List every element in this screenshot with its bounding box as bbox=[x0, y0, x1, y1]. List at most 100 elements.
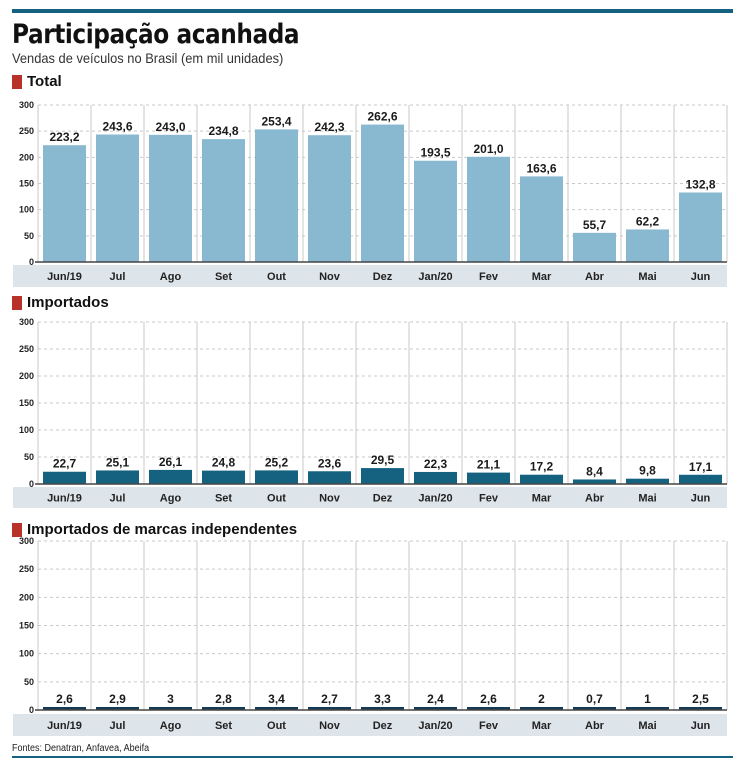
category-label: Mar bbox=[532, 720, 552, 732]
data-label: 2,6 bbox=[480, 692, 497, 706]
category-label: Ago bbox=[160, 720, 182, 732]
category-label: Abr bbox=[585, 720, 605, 732]
data-label: 2,8 bbox=[215, 692, 232, 706]
data-label: 242,3 bbox=[314, 120, 344, 134]
bar bbox=[202, 139, 245, 262]
bar bbox=[149, 134, 192, 262]
category-label: Abr bbox=[585, 493, 605, 505]
data-label: 0,7 bbox=[586, 692, 603, 706]
data-label: 132,8 bbox=[685, 178, 715, 192]
data-label: 17,2 bbox=[530, 460, 554, 474]
data-label: 25,2 bbox=[265, 455, 289, 469]
y-tick-label: 200 bbox=[19, 371, 34, 381]
data-label: 8,4 bbox=[586, 464, 603, 478]
y-tick-label: 100 bbox=[19, 205, 34, 215]
bar bbox=[467, 707, 510, 710]
section-marker-icon bbox=[12, 295, 22, 310]
bar bbox=[467, 156, 510, 262]
bar bbox=[43, 145, 86, 262]
category-label: Jun bbox=[691, 493, 711, 505]
y-tick-label: 150 bbox=[19, 398, 34, 408]
data-label: 24,8 bbox=[212, 456, 236, 470]
section-title-text: Total bbox=[27, 73, 62, 90]
data-label: 21,1 bbox=[477, 458, 501, 472]
bar bbox=[626, 478, 669, 484]
page-subtitle: Vendas de veículos no Brasil (em mil uni… bbox=[12, 50, 284, 66]
bar bbox=[149, 469, 192, 484]
section-title-text: Importados bbox=[27, 294, 109, 311]
category-label: Fev bbox=[479, 271, 499, 283]
category-label: Mar bbox=[532, 271, 552, 283]
bar bbox=[361, 124, 404, 262]
y-tick-label: 0 bbox=[29, 257, 34, 267]
category-label: Fev bbox=[479, 720, 499, 732]
category-label: Ago bbox=[160, 271, 182, 283]
category-label: Dez bbox=[373, 720, 393, 732]
data-label: 22,7 bbox=[53, 457, 77, 471]
y-tick-label: 100 bbox=[19, 425, 34, 435]
y-tick-label: 200 bbox=[19, 592, 34, 602]
category-label: Set bbox=[215, 271, 232, 283]
bar bbox=[202, 470, 245, 484]
category-label: Dez bbox=[373, 493, 393, 505]
category-label: Jun/19 bbox=[47, 720, 82, 732]
category-label: Out bbox=[267, 493, 286, 505]
category-band bbox=[13, 487, 727, 508]
data-label: 9,8 bbox=[639, 464, 656, 478]
category-label: Mai bbox=[638, 720, 656, 732]
data-label: 201,0 bbox=[473, 142, 503, 156]
data-label: 62,2 bbox=[636, 214, 660, 228]
data-label: 243,6 bbox=[102, 120, 132, 134]
bar bbox=[43, 471, 86, 484]
data-label: 29,5 bbox=[371, 453, 395, 467]
y-tick-label: 0 bbox=[29, 479, 34, 489]
category-label: Out bbox=[267, 720, 286, 732]
section-title-text: Importados de marcas independentes bbox=[27, 521, 298, 538]
y-tick-label: 250 bbox=[19, 344, 34, 354]
chart-importados: 300 250 200 150 100 50 0 22,7 Jun/19 25,1 Jul 26,1 A… bbox=[13, 317, 728, 508]
bar bbox=[626, 707, 669, 710]
bar bbox=[679, 474, 722, 484]
data-label: 26,1 bbox=[159, 455, 183, 469]
category-band bbox=[13, 265, 727, 287]
bar bbox=[361, 707, 404, 710]
category-band bbox=[13, 714, 727, 736]
category-label: Ago bbox=[160, 493, 182, 505]
bar bbox=[308, 707, 351, 710]
data-label: 2,5 bbox=[692, 692, 709, 706]
data-label: 223,2 bbox=[49, 130, 79, 144]
page-title: Participação acanhada bbox=[12, 19, 300, 50]
y-tick-label: 250 bbox=[19, 564, 34, 574]
data-label: 243,0 bbox=[155, 120, 185, 134]
y-tick-label: 50 bbox=[24, 677, 34, 687]
bar bbox=[414, 471, 457, 484]
category-label: Mai bbox=[638, 493, 656, 505]
bar bbox=[202, 707, 245, 710]
data-label: 193,5 bbox=[420, 146, 450, 160]
y-tick-label: 300 bbox=[19, 317, 34, 327]
category-label: Mar bbox=[532, 493, 552, 505]
chart-independentes: 300 250 200 150 100 50 0 2,6 Jun/19 2,9 Jul 3 Ago 2,8… bbox=[13, 536, 728, 736]
category-label: Jan/20 bbox=[418, 271, 452, 283]
y-tick-label: 100 bbox=[19, 649, 34, 659]
category-label: Jan/20 bbox=[418, 493, 452, 505]
data-label: 234,8 bbox=[208, 124, 238, 138]
bar bbox=[414, 160, 457, 262]
category-label: Jul bbox=[110, 720, 126, 732]
y-tick-label: 200 bbox=[19, 152, 34, 162]
data-label: 3,4 bbox=[268, 692, 285, 706]
category-label: Jul bbox=[110, 271, 126, 283]
data-label: 2,9 bbox=[109, 692, 126, 706]
section-title-total: Total bbox=[12, 73, 62, 90]
category-label: Abr bbox=[585, 271, 605, 283]
category-label: Jun/19 bbox=[47, 493, 82, 505]
bar bbox=[679, 192, 722, 262]
y-tick-label: 300 bbox=[19, 536, 34, 546]
data-label: 2,4 bbox=[427, 692, 444, 706]
section-title-independentes: Importados de marcas independentes bbox=[12, 521, 297, 538]
category-label: Set bbox=[215, 493, 232, 505]
data-label: 22,3 bbox=[424, 457, 448, 471]
bar bbox=[96, 134, 139, 262]
bar bbox=[573, 232, 616, 262]
sources-footer: Fontes: Denatran, Anfavea, Abeifa bbox=[12, 743, 150, 754]
